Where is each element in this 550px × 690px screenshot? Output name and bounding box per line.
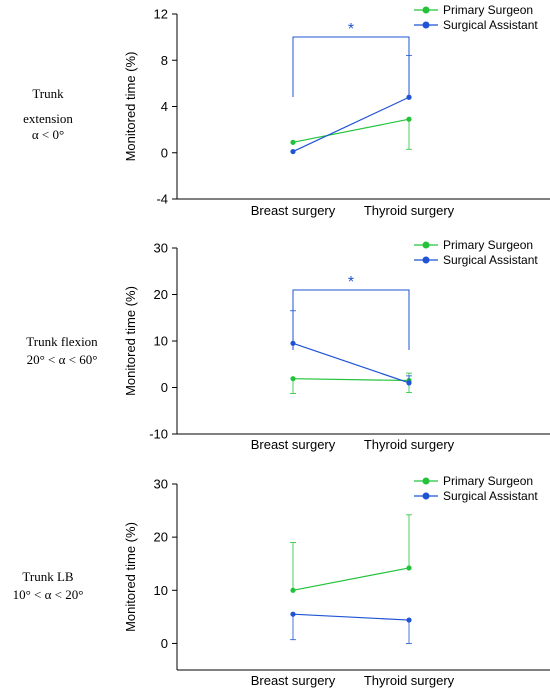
- legend-swatch-marker: [422, 6, 430, 14]
- series-line: [292, 378, 410, 382]
- y-tick-label: 12: [154, 7, 168, 22]
- data-point: [406, 380, 412, 386]
- data-point: [290, 139, 296, 145]
- row-label-line: Trunk LB: [22, 569, 74, 584]
- x-category-label: Breast surgery: [251, 437, 336, 452]
- y-tick-label: 30: [154, 477, 168, 492]
- legend-swatch-marker: [422, 492, 430, 500]
- data-point: [290, 340, 296, 346]
- legend-entry-label: Surgical Assistant: [443, 489, 538, 503]
- row-label-line: Trunk: [32, 86, 64, 101]
- y-tick-label: 20: [154, 530, 168, 545]
- series-line: [292, 96, 410, 153]
- series-assistant: [290, 310, 412, 386]
- x-category-label: Thyroid surgery: [364, 203, 455, 218]
- data-point: [406, 565, 412, 571]
- y-tick-label: 0: [161, 380, 168, 395]
- series-line: [292, 118, 410, 143]
- series-line: [292, 342, 410, 384]
- row-label-line: extension: [23, 111, 73, 126]
- y-tick-label: 0: [161, 145, 168, 160]
- y-axis-label: Monitored time (%): [123, 52, 138, 162]
- y-tick-label: 10: [154, 583, 168, 598]
- legend-entry-label: Primary Surgeon: [443, 238, 533, 252]
- y-tick-label: 8: [161, 53, 168, 68]
- legend-entry-label: Primary Surgeon: [443, 474, 533, 488]
- y-tick-label: -10: [149, 427, 168, 442]
- y-tick-label: 20: [154, 287, 168, 302]
- panel-3: Trunk LB 10° < α < 20° 0 10 20 30 Monitored ti…: [13, 474, 550, 688]
- series-line: [292, 567, 410, 591]
- legend-swatch-marker: [422, 241, 430, 249]
- significance-bracket: [292, 289, 410, 350]
- series-assistant: [290, 55, 412, 155]
- series-primary: [290, 514, 412, 593]
- row-label-line: 10° < α < 20°: [13, 587, 84, 602]
- x-category-label: Thyroid surgery: [364, 437, 455, 452]
- significance-star: *: [348, 21, 354, 38]
- y-tick-label: 0: [161, 636, 168, 651]
- legend-entry-label: Surgical Assistant: [443, 18, 538, 32]
- data-point: [406, 617, 412, 623]
- data-point: [290, 587, 296, 593]
- panel-2: Trunk flexion 20° < α < 60° -10 0 10 20 30 Moni…: [26, 238, 550, 452]
- data-point: [406, 94, 412, 100]
- significance-bracket: [292, 36, 410, 97]
- y-tick-label: 30: [154, 241, 168, 256]
- series-assistant: [290, 611, 412, 644]
- row-label-line: 20° < α < 60°: [27, 352, 98, 367]
- row-label-line: Trunk flexion: [26, 334, 98, 349]
- y-tick-label: 4: [161, 99, 168, 114]
- legend-entry-label: Surgical Assistant: [443, 253, 538, 267]
- y-tick-label: 10: [154, 334, 168, 349]
- series-primary: [290, 372, 412, 394]
- x-category-label: Thyroid surgery: [364, 673, 455, 688]
- data-point: [290, 376, 296, 382]
- y-axis-label: Monitored time (%): [123, 522, 138, 632]
- legend-swatch-marker: [422, 21, 430, 29]
- significance-star: *: [348, 274, 354, 291]
- data-point: [290, 611, 296, 617]
- legend-swatch-marker: [422, 256, 430, 264]
- y-tick-label: -4: [156, 192, 168, 207]
- y-axis-label: Monitored time (%): [123, 286, 138, 396]
- data-point: [406, 116, 412, 122]
- legend-swatch-marker: [422, 477, 430, 485]
- x-category-label: Breast surgery: [251, 673, 336, 688]
- series-line: [292, 613, 410, 621]
- row-label-line: α < 0°: [32, 127, 64, 142]
- legend-entry-label: Primary Surgeon: [443, 3, 533, 17]
- series-primary: [290, 116, 412, 150]
- data-point: [290, 148, 296, 155]
- x-category-label: Breast surgery: [251, 203, 336, 218]
